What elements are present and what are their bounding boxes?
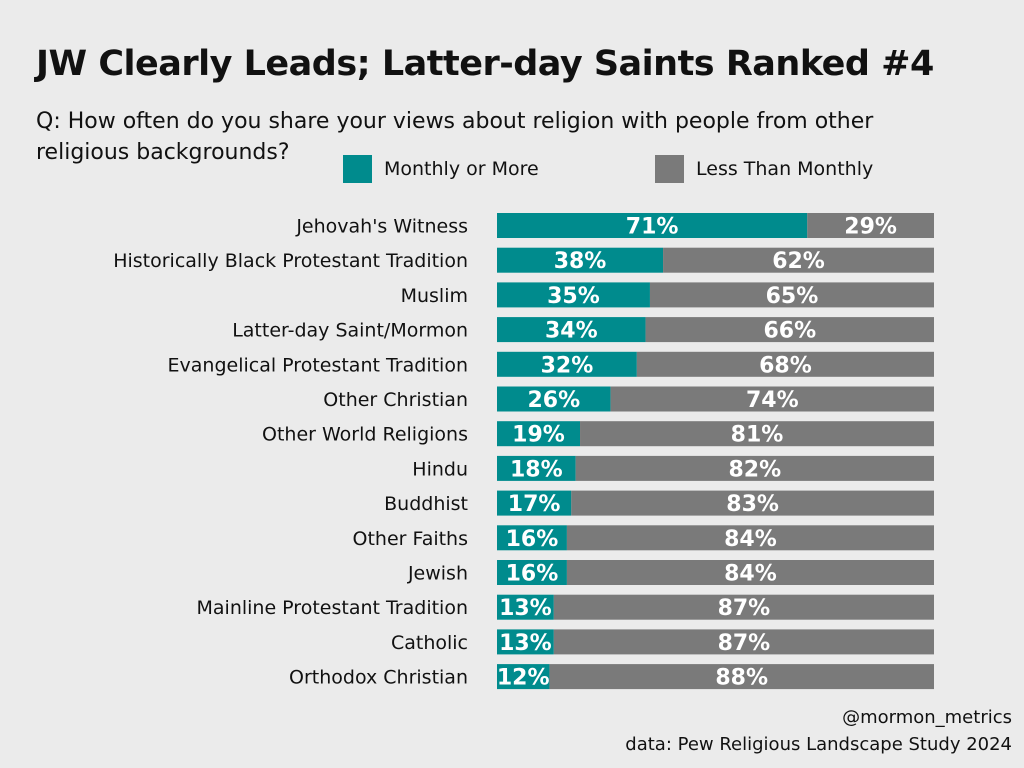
bar-monthly [497, 455, 576, 481]
data-label: 26% [527, 388, 580, 413]
data-label: 68% [759, 353, 812, 378]
data-label: 38% [554, 249, 607, 274]
bar-monthly [497, 525, 567, 551]
bar-monthly [497, 282, 650, 308]
data-label: 34% [545, 319, 598, 344]
data-label: 16% [506, 562, 559, 587]
data-label: 74% [746, 388, 799, 413]
footer-handle: @mormon_metrics [842, 707, 1012, 728]
legend-less: Less Than Monthly [655, 155, 873, 183]
bar-less [636, 351, 934, 377]
category-label: Other World Religions [262, 424, 468, 446]
bar-monthly [497, 560, 567, 585]
bar-monthly [497, 629, 554, 655]
data-label: 32% [541, 353, 594, 378]
data-label: 83% [726, 492, 779, 517]
bar-less [580, 421, 934, 447]
data-label: 35% [547, 284, 600, 309]
bar-monthly [497, 213, 808, 238]
category-label: Hindu [412, 458, 468, 480]
bar-monthly [497, 664, 550, 690]
chart-title: JW Clearly Leads; Latter-day Saints Rank… [36, 44, 934, 84]
data-label: 81% [731, 423, 784, 448]
legend-label-monthly: Monthly or More [384, 158, 539, 180]
legend-swatch-less [655, 155, 684, 183]
bar-monthly [497, 247, 664, 273]
data-label: 84% [724, 527, 777, 552]
bar-less [663, 247, 934, 273]
data-label: 19% [512, 423, 565, 448]
data-label: 18% [510, 457, 563, 482]
category-label: Orthodox Christian [289, 667, 468, 689]
bar-monthly [497, 594, 554, 620]
bar-less [610, 386, 934, 412]
data-label: 87% [718, 596, 771, 621]
category-label: Jehovah's Witness [295, 216, 468, 238]
data-label: 84% [724, 562, 777, 587]
bar-monthly [497, 351, 637, 377]
legend-label-less: Less Than Monthly [696, 158, 874, 180]
bar-less [575, 455, 934, 481]
bar-less [549, 664, 934, 690]
category-label: Evangelical Protestant Tradition [168, 354, 468, 376]
category-label: Muslim [401, 285, 468, 307]
data-label: 29% [844, 215, 897, 240]
category-label: Jewish [407, 563, 468, 585]
data-label: 16% [506, 527, 559, 552]
footer-source: data: Pew Religious Landscape Study 2024 [625, 734, 1012, 755]
bar-less [566, 560, 934, 585]
data-label: 88% [715, 666, 768, 691]
bar-less [807, 213, 934, 238]
bar-less [649, 282, 934, 308]
bar-monthly [497, 386, 611, 412]
bar-less [553, 629, 934, 655]
data-label: 87% [718, 631, 771, 656]
category-label: Buddhist [384, 493, 468, 515]
bar-less [566, 525, 934, 551]
legend-swatch-monthly [343, 155, 372, 183]
bar-monthly [497, 490, 572, 516]
data-label: 82% [728, 457, 781, 482]
data-label: 66% [763, 319, 816, 344]
bar-less [553, 594, 934, 620]
chart-subtitle: Q: How often do you share your views abo… [36, 109, 874, 165]
data-label: 71% [626, 215, 679, 240]
category-label: Latter-day Saint/Mormon [232, 320, 468, 342]
category-label: Mainline Protestant Tradition [197, 597, 469, 619]
data-label: 62% [772, 249, 825, 274]
bar-monthly [497, 421, 581, 447]
category-label: Other Faiths [353, 528, 468, 550]
bar-monthly [497, 317, 646, 343]
data-label: 12% [497, 666, 550, 691]
data-label: 65% [766, 284, 819, 309]
legend-monthly: Monthly or More [343, 155, 539, 183]
category-label: Historically Black Protestant Tradition [113, 250, 468, 272]
data-label: 13% [499, 596, 552, 621]
bar-less [571, 490, 934, 516]
footer: @mormon_metrics data: Pew Religious Land… [625, 704, 1012, 758]
data-label: 17% [508, 492, 561, 517]
data-label: 13% [499, 631, 552, 656]
bar-less [645, 317, 934, 343]
category-label: Catholic [391, 632, 468, 654]
category-label: Other Christian [323, 389, 468, 411]
